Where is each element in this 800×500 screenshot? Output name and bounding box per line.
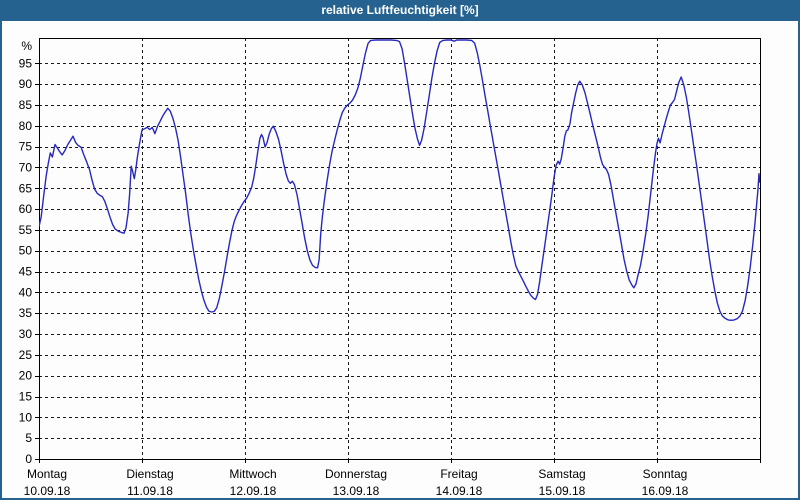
svg-text:80: 80 [19, 119, 33, 133]
day-date-label: 14.09.18 [436, 484, 483, 498]
day-name-label: Dienstag [126, 467, 173, 481]
window-title: relative Luftfeuchtigkeit [%] [0, 0, 800, 21]
x-day-labels: Montag 10.09.18 Dienstag 11.09.18 Mittwoch 12… [24, 467, 689, 498]
y-tick-labels: 0 5 10 15 20 25 30 35 40 45 50 55 60 65 70 75 80 85 90 95 [19, 56, 33, 466]
axis-ticks [35, 63, 761, 463]
day-date-label: 13.09.18 [333, 484, 380, 498]
day-name-label: Freitag [440, 467, 477, 481]
svg-text:75: 75 [19, 140, 33, 154]
day-name-label: Montag [27, 467, 67, 481]
day-date-label: 11.09.18 [127, 484, 173, 498]
svg-text:50: 50 [19, 244, 33, 258]
svg-text:70: 70 [19, 160, 33, 174]
day-date-label: 15.09.18 [539, 484, 586, 498]
svg-text:95: 95 [19, 56, 33, 70]
day-name-label: Samstag [538, 467, 585, 481]
svg-text:35: 35 [19, 306, 33, 320]
day-name-label: Sonntag [643, 467, 688, 481]
svg-text:5: 5 [25, 431, 32, 445]
svg-text:40: 40 [19, 285, 33, 299]
plot-frame [39, 38, 761, 460]
svg-text:30: 30 [19, 327, 33, 341]
svg-text:90: 90 [19, 77, 33, 91]
day-date-label: 12.09.18 [230, 484, 277, 498]
y-axis-unit-label: % [21, 39, 32, 53]
humidity-series-line [39, 39, 760, 321]
svg-text:65: 65 [19, 181, 33, 195]
svg-text:10: 10 [19, 410, 33, 424]
day-date-label: 10.09.18 [24, 484, 71, 498]
svg-text:45: 45 [19, 265, 33, 279]
day-date-label: 16.09.18 [642, 484, 689, 498]
svg-text:60: 60 [19, 202, 33, 216]
svg-text:25: 25 [19, 348, 33, 362]
svg-text:0: 0 [25, 452, 32, 466]
x-gridlines [142, 38, 658, 459]
day-name-label: Mittwoch [229, 467, 276, 481]
y-gridlines [39, 63, 760, 439]
svg-text:20: 20 [19, 369, 33, 383]
svg-text:15: 15 [19, 390, 33, 404]
svg-text:55: 55 [19, 223, 33, 237]
day-name-label: Donnerstag [325, 467, 387, 481]
svg-text:85: 85 [19, 98, 33, 112]
